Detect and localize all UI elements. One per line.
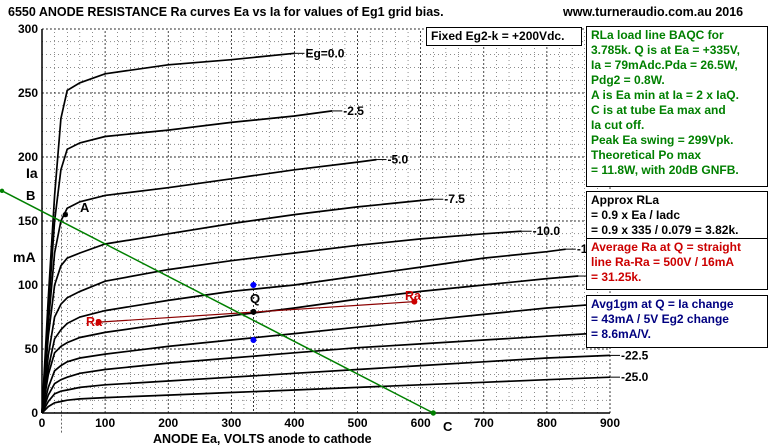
transconductance-line: = 8.6mA/V. — [591, 327, 651, 341]
b-point-marker — [0, 188, 5, 193]
curve-layer: Eg=0.0-2.5-5.0-7.5-10.0-12.5-15.0-17.5-2… — [41, 46, 649, 414]
y-axis-label-ma: mA — [13, 249, 36, 265]
load-line-info-line: A is Ea min at Ia = 2 x IaQ. — [591, 88, 739, 102]
curve-label: -22.5 — [621, 348, 649, 362]
axis-layer: 0 100 200 300 400 500 600 700 800 900 0 50 100 150 200… — [18, 22, 620, 430]
load-line-info-line: C is at tube Ea max and — [591, 103, 726, 117]
load-line-info-line: RLa load line BAQC for — [591, 28, 724, 42]
approx-rla-line: = 0.9 x 335 / 0.079 = 3.82k. — [591, 223, 739, 237]
x-tick-label: 200 — [158, 416, 178, 430]
load-line-info-line: Ia = 79mAdc.Pda = 26.5W, — [591, 58, 738, 72]
lower-blue-marker — [250, 337, 257, 344]
load-line-info-box: RLa load line BAQC for 3.785k. Q is at Ea… — [586, 26, 768, 187]
grid-layer — [41, 28, 611, 414]
x-tick-label: 600 — [411, 416, 431, 430]
x-axis-label: ANODE Ea, VOLTS anode to cathode — [153, 432, 372, 446]
y-tick-label: 200 — [18, 150, 38, 164]
a-point-marker — [62, 211, 69, 218]
x-tick-label: 500 — [348, 416, 368, 430]
load-line-info-line: 3.785k. Q is at Ea = +335V, — [591, 43, 741, 57]
curve-label: -10.0 — [533, 224, 561, 238]
grid-bias-curve — [41, 52, 295, 414]
load-line-info-line: Pdg2 = 0.8W. — [591, 73, 665, 87]
fixed-screen-voltage-box: Fixed Eg2-k = +200Vdc. — [426, 27, 582, 46]
load-line-info-line: Ia cut off. — [591, 118, 645, 132]
c-point-marker — [430, 410, 436, 416]
y-tick-label: 0 — [31, 406, 38, 420]
overlay-layer — [0, 188, 436, 433]
curve-label: Eg=0.0 — [305, 46, 344, 60]
ra-left-marker — [95, 319, 102, 326]
x-tick-label: 700 — [474, 416, 494, 430]
curve-label: -2.5 — [343, 104, 364, 118]
load-line-info-line: Theoretical Po max — [591, 148, 702, 162]
approx-rla-box: Approx RLa = 0.9 x Ea / Iadc = 0.9 x 335 /… — [586, 191, 768, 241]
grid-bias-curve — [41, 198, 434, 414]
curve-label: -25.0 — [621, 370, 649, 384]
approx-rla-line: = 0.9 x Ea / Iadc — [591, 208, 681, 222]
ra-label-left: Ra — [86, 315, 103, 329]
y-tick-label: 300 — [18, 22, 38, 36]
x-tick-label: 900 — [600, 416, 620, 430]
grid-bias-curve — [41, 248, 566, 414]
average-ra-line: line Ra-Ra = 500V / 16mA — [591, 255, 735, 269]
x-tick-label: 400 — [284, 416, 304, 430]
point-label-q: Q — [250, 291, 260, 306]
grid-bias-curve — [41, 303, 598, 414]
grid-bias-curve — [41, 376, 611, 414]
ra-right-marker — [411, 298, 418, 305]
transconductance-line: Avg1gm at Q = Ia change — [591, 297, 734, 311]
x-tick-label: 800 — [537, 416, 557, 430]
load-line — [1, 190, 434, 414]
chart-title: 6550 ANODE RESISTANCE Ra curves Ea vs Ia… — [8, 5, 444, 19]
transconductance-box: Avg1gm at Q = Ia change = 43mA / 5V Eg2 c… — [586, 295, 768, 348]
curve-label: -7.5 — [444, 192, 465, 206]
q-point-marker — [250, 308, 257, 315]
y-axis-label-ia: Ia — [26, 165, 38, 181]
transconductance-line: = 43mA / 5V Eg2 change — [591, 312, 729, 326]
load-line-info-line: Peak Ea swing = 299Vpk. — [591, 133, 734, 147]
x-tick-label: 100 — [95, 416, 115, 430]
y-tick-label: 250 — [18, 86, 38, 100]
average-ra-line: Average Ra at Q = straight — [591, 240, 741, 254]
grid-bias-curve — [41, 354, 611, 414]
grid-bias-curve — [41, 331, 611, 414]
curve-label: -5.0 — [387, 153, 408, 167]
y-tick-label: 100 — [18, 278, 38, 292]
upper-blue-marker — [250, 282, 257, 288]
point-label-a: A — [80, 200, 90, 215]
approx-rla-line: Approx RLa — [591, 193, 660, 207]
website-credit: www.turneraudio.com.au 2016 — [562, 5, 743, 19]
ra-ra-line — [98, 301, 415, 323]
x-tick-label: 0 — [39, 416, 46, 430]
grid-bias-curve — [41, 110, 333, 414]
point-label-b: B — [26, 188, 35, 203]
ra-label-right: Ra — [405, 289, 422, 303]
grid-bias-curve — [41, 158, 377, 414]
y-tick-label: 150 — [18, 214, 38, 228]
average-ra-line: = 31.25k. — [591, 270, 642, 284]
y-tick-label: 50 — [25, 342, 39, 356]
load-line-info-line: = 11.8W, with 20dB GNFB. — [591, 163, 739, 177]
grid-bias-curve — [41, 275, 579, 414]
x-tick-label: 300 — [221, 416, 241, 430]
point-label-c: C — [443, 419, 453, 434]
fixed-screen-voltage-text: Fixed Eg2-k = +200Vdc. — [431, 29, 565, 43]
average-ra-box: Average Ra at Q = straight line Ra-Ra = 5… — [586, 238, 768, 290]
grid-bias-curve — [41, 230, 522, 414]
